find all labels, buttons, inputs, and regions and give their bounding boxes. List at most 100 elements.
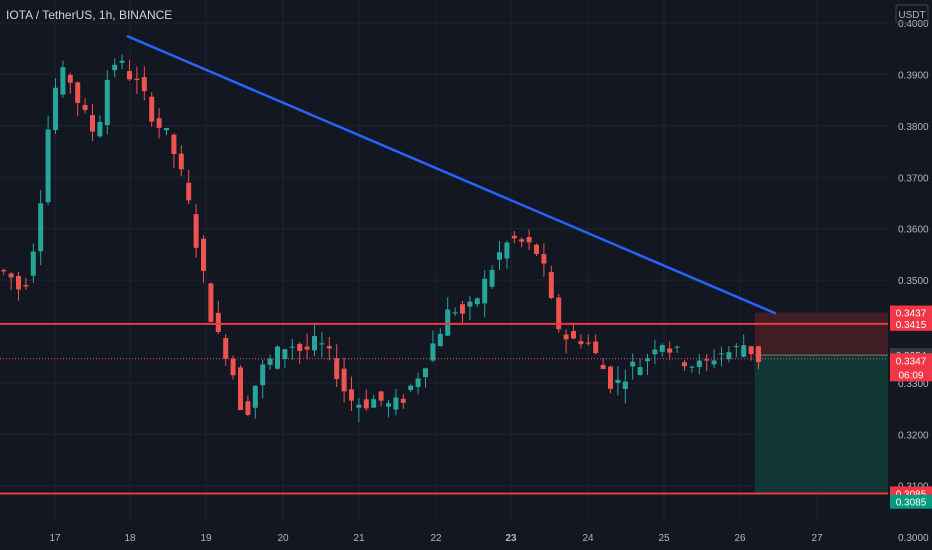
bar-countdown: 06:09 (898, 370, 923, 381)
price-tick-label: 0.3300 (898, 379, 929, 390)
time-axis[interactable]: 17 18 19 20 21 22 23 24 25 26 27 (0, 522, 888, 550)
candle-body (304, 346, 310, 350)
candle-body (696, 360, 702, 368)
candle-body (423, 368, 428, 377)
candle-body (719, 353, 724, 355)
last-price-tag-background (890, 353, 932, 382)
candle-body (652, 349, 658, 355)
candle-body (8, 273, 14, 278)
candle-body (511, 235, 517, 239)
candle-body (556, 297, 562, 330)
candle-body (637, 367, 643, 375)
price-tick-label: 0.3700 (898, 173, 929, 184)
candle-body (460, 304, 465, 314)
time-tick-label: 23 (505, 533, 517, 544)
candle-body (474, 298, 480, 305)
position-tool[interactable] (754, 312, 888, 494)
candle-body (267, 358, 273, 365)
candle-body (741, 345, 747, 357)
candle-body (548, 272, 554, 299)
candle-body (519, 239, 525, 242)
candle-body (600, 364, 606, 370)
candle-body (90, 115, 95, 132)
time-axis-background (0, 522, 888, 550)
resistance-price-tag: 0.3415 (896, 320, 927, 331)
price-tick-label: 0.3600 (898, 225, 929, 236)
price-axis[interactable]: 0.4000 0.3900 0.3800 0.3700 0.3600 0.3500 0.33… (888, 0, 932, 550)
candle-body (452, 312, 458, 314)
candle-body (341, 368, 347, 392)
candle-body (482, 278, 488, 304)
price-tick-label: 0.3900 (898, 71, 929, 82)
candle-body (208, 283, 214, 322)
price-tags: 0.34370.34150.33540.334706:090.30850.308… (890, 305, 932, 509)
candle-body (53, 87, 58, 130)
candle-body (571, 331, 576, 339)
candle-body (289, 346, 295, 348)
candle-body (238, 367, 243, 411)
stop-price-tag-background (890, 305, 932, 320)
price-tick-label: 0.3000 (898, 533, 929, 544)
candle-body (1, 270, 7, 272)
chart-title: IOTA / TetherUS, 1h, BINANCE (6, 8, 172, 22)
candle-body (415, 378, 421, 388)
candle-body (756, 346, 761, 363)
candle-body (437, 333, 443, 347)
trendline[interactable] (126, 34, 777, 315)
candle-body (245, 401, 251, 415)
drawing-lines[interactable] (0, 34, 888, 495)
currency-label: USDT (898, 10, 925, 21)
candle-body (371, 399, 377, 408)
candle-body (45, 129, 51, 203)
candle-body (223, 338, 229, 359)
candle-body (119, 60, 125, 63)
resistance-price-tag-background (890, 316, 932, 331)
candle-body (585, 342, 591, 344)
candle-body (156, 118, 162, 128)
candle-body (312, 335, 317, 351)
stop-loss-zone[interactable] (754, 312, 888, 356)
candle-body (363, 399, 369, 409)
candle-body (171, 134, 177, 154)
candle-body (215, 312, 221, 333)
candle-body (578, 341, 584, 345)
candle-body (178, 153, 184, 170)
time-tick-label: 25 (658, 533, 670, 544)
candle-body (541, 254, 547, 264)
candle-body (201, 238, 206, 271)
candle-body (674, 346, 680, 348)
candle-body (733, 346, 739, 348)
last-price-tag: 0.3347 (896, 356, 927, 367)
candle-body (193, 214, 199, 248)
currency-badge[interactable]: USDT (895, 4, 929, 24)
candle-body (275, 346, 280, 369)
candle-body (75, 82, 81, 103)
candle-body (615, 379, 621, 383)
target-price-tag-background (890, 494, 932, 509)
candle-body (67, 74, 73, 83)
candle-body (30, 251, 36, 276)
candle-body (608, 366, 613, 389)
candle-body (326, 346, 332, 349)
candle-body (164, 128, 169, 131)
candle-body (430, 343, 436, 361)
candle-body (504, 242, 510, 259)
time-tick-label: 26 (734, 533, 746, 544)
candle-body (497, 252, 502, 260)
candle-body (141, 77, 147, 92)
candle-body (356, 404, 362, 408)
candle-body (127, 71, 132, 80)
candle-body (378, 391, 384, 401)
candle-body (645, 358, 650, 362)
candle-body (489, 269, 495, 287)
candle-body (393, 397, 399, 410)
take-profit-zone[interactable] (754, 355, 888, 494)
candle-body (622, 381, 628, 389)
candle-body (319, 343, 325, 345)
candle-body (186, 182, 192, 201)
price-tick-label: 0.3200 (898, 430, 929, 441)
candlestick-series (1, 54, 761, 422)
candle-body (82, 104, 88, 111)
candle-body (149, 96, 155, 122)
